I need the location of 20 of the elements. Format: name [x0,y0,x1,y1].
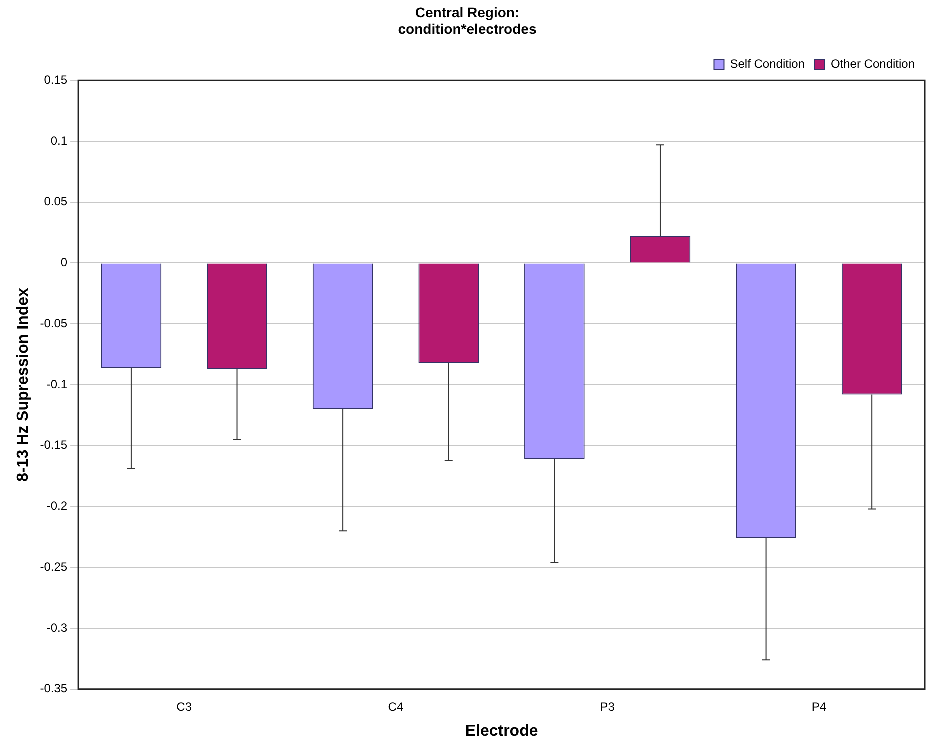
x-tick-label: P3 [600,700,616,714]
y-tick-label: -0.3 [46,620,68,635]
x-tick-label: C3 [176,700,192,714]
x-tick-label: P4 [812,700,827,714]
y-tick-label: 0 [60,256,68,270]
y-tick-label: -0.25 [40,560,68,574]
y-tick-label: 0.1 [50,134,68,148]
y-tick-label: -0.15 [40,438,68,452]
y-tick-label: -0.05 [40,316,68,330]
chart-title: Central Region: condition*electrodes [398,4,537,38]
y-tick-label: -0.35 [40,682,68,696]
y-axis-title: 8-13 Hz Supression Index [15,288,32,482]
y-tick-label: -0.2 [46,499,68,514]
x-tick-label: C4 [388,700,404,714]
legend-label: Other Condition [830,56,915,71]
y-tick-label: 0.15 [44,72,68,87]
legend-label: Self Condition [730,56,805,71]
y-tick-label: -0.1 [46,377,68,392]
y-tick-label: 0.05 [44,194,68,209]
x-axis-title: Electrode [465,722,538,740]
